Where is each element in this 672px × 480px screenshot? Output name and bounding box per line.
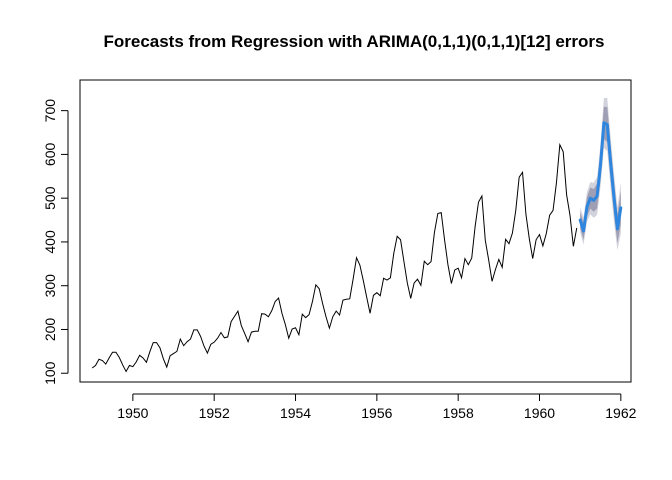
x-tick-label: 1956 (361, 405, 392, 421)
y-tick-label: 500 (42, 186, 58, 210)
history-line (91, 142, 578, 373)
y-tick-label: 400 (42, 230, 58, 254)
forecast-line (578, 121, 623, 233)
y-tick-label: 100 (42, 361, 58, 385)
forecast-series (578, 121, 623, 233)
x-tick-label: 1958 (443, 405, 474, 421)
x-tick-label: 1952 (199, 405, 230, 421)
x-axis: 1950 1952 1954 1956 1958 1960 1962 (117, 393, 637, 421)
y-axis: 100 200 300 400 500 600 700 (42, 99, 69, 385)
x-tick-label: 1960 (524, 405, 555, 421)
y-tick-label: 200 (42, 318, 58, 342)
x-tick-label: 1962 (605, 405, 636, 421)
plot-frame (79, 79, 632, 383)
y-tick-label: 600 (42, 143, 58, 167)
y-tick-label: 700 (42, 99, 58, 123)
x-tick-label: 1954 (280, 405, 311, 421)
y-tick-label: 300 (42, 274, 58, 298)
history-series (91, 142, 578, 373)
x-tick-label: 1950 (117, 405, 148, 421)
chart-title: Forecasts from Regression with ARIMA(0,1… (103, 32, 604, 51)
